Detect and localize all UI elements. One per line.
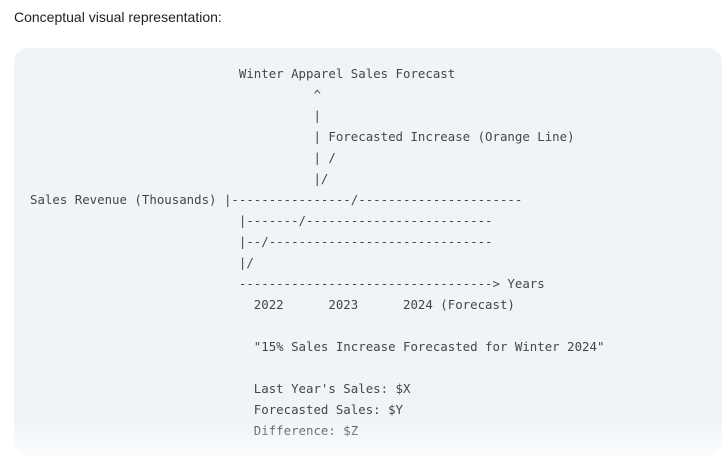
code-line-ylabel: Sales Revenue (Thousands) |-------------… <box>30 192 523 207</box>
code-line-row-2023: |-------/------------------------- <box>30 213 493 228</box>
code-line-years: 2022 2023 2024 (Forecast) <box>30 297 515 312</box>
ascii-chart-code: Winter Apparel Sales Forecast ^ | | Fore… <box>14 48 722 456</box>
code-line-axis: | <box>30 108 321 123</box>
section-heading: Conceptual visual representation: <box>14 9 222 25</box>
code-line-row-2022: |--/------------------------------ <box>30 234 493 249</box>
code-line-title: Winter Apparel Sales Forecast <box>30 66 456 81</box>
code-line-arrow-up: ^ <box>30 87 321 102</box>
code-line-headline: "15% Sales Increase Forecasted for Winte… <box>30 339 605 354</box>
code-line-origin: |/ <box>30 255 254 270</box>
code-line-x-axis: ----------------------------------> Year… <box>30 276 545 291</box>
code-line-slope-1: | / <box>30 150 336 165</box>
code-line-forecast-label: | Forecasted Increase (Orange Line) <box>30 129 575 144</box>
code-line-last-year: Last Year's Sales: $X <box>30 381 411 396</box>
code-line-forecasted: Forecasted Sales: $Y <box>30 402 403 417</box>
code-line-slope-2: |/ <box>30 171 329 186</box>
code-line-difference: Difference: $Z <box>30 423 359 438</box>
code-block-panel: Winter Apparel Sales Forecast ^ | | Fore… <box>14 48 722 456</box>
